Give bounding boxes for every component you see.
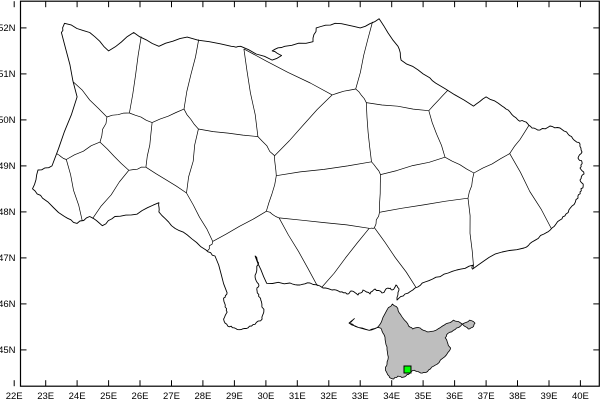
- svg-text:30E: 30E: [257, 391, 274, 400]
- svg-text:50N: 50N: [0, 115, 16, 126]
- svg-text:22E: 22E: [6, 391, 23, 400]
- svg-text:49N: 49N: [0, 161, 16, 172]
- svg-text:28E: 28E: [194, 391, 211, 400]
- svg-text:37E: 37E: [478, 391, 495, 400]
- svg-text:31E: 31E: [289, 391, 306, 400]
- svg-text:45N: 45N: [0, 345, 16, 356]
- svg-text:32E: 32E: [320, 391, 337, 400]
- svg-text:40E: 40E: [572, 391, 589, 400]
- svg-text:52N: 52N: [0, 23, 16, 34]
- svg-text:24E: 24E: [69, 391, 86, 400]
- svg-text:46N: 46N: [0, 299, 16, 310]
- svg-text:47N: 47N: [0, 253, 16, 264]
- svg-text:29E: 29E: [226, 391, 243, 400]
- svg-text:25E: 25E: [100, 391, 117, 400]
- svg-text:51N: 51N: [0, 69, 16, 80]
- svg-text:39E: 39E: [541, 391, 558, 400]
- svg-text:27E: 27E: [163, 391, 180, 400]
- svg-text:23E: 23E: [37, 391, 54, 400]
- svg-text:26E: 26E: [132, 391, 149, 400]
- svg-text:35E: 35E: [415, 391, 432, 400]
- svg-text:38E: 38E: [509, 391, 526, 400]
- svg-text:34E: 34E: [383, 391, 400, 400]
- svg-text:48N: 48N: [0, 207, 16, 218]
- svg-text:33E: 33E: [352, 391, 369, 400]
- svg-text:36E: 36E: [446, 391, 463, 400]
